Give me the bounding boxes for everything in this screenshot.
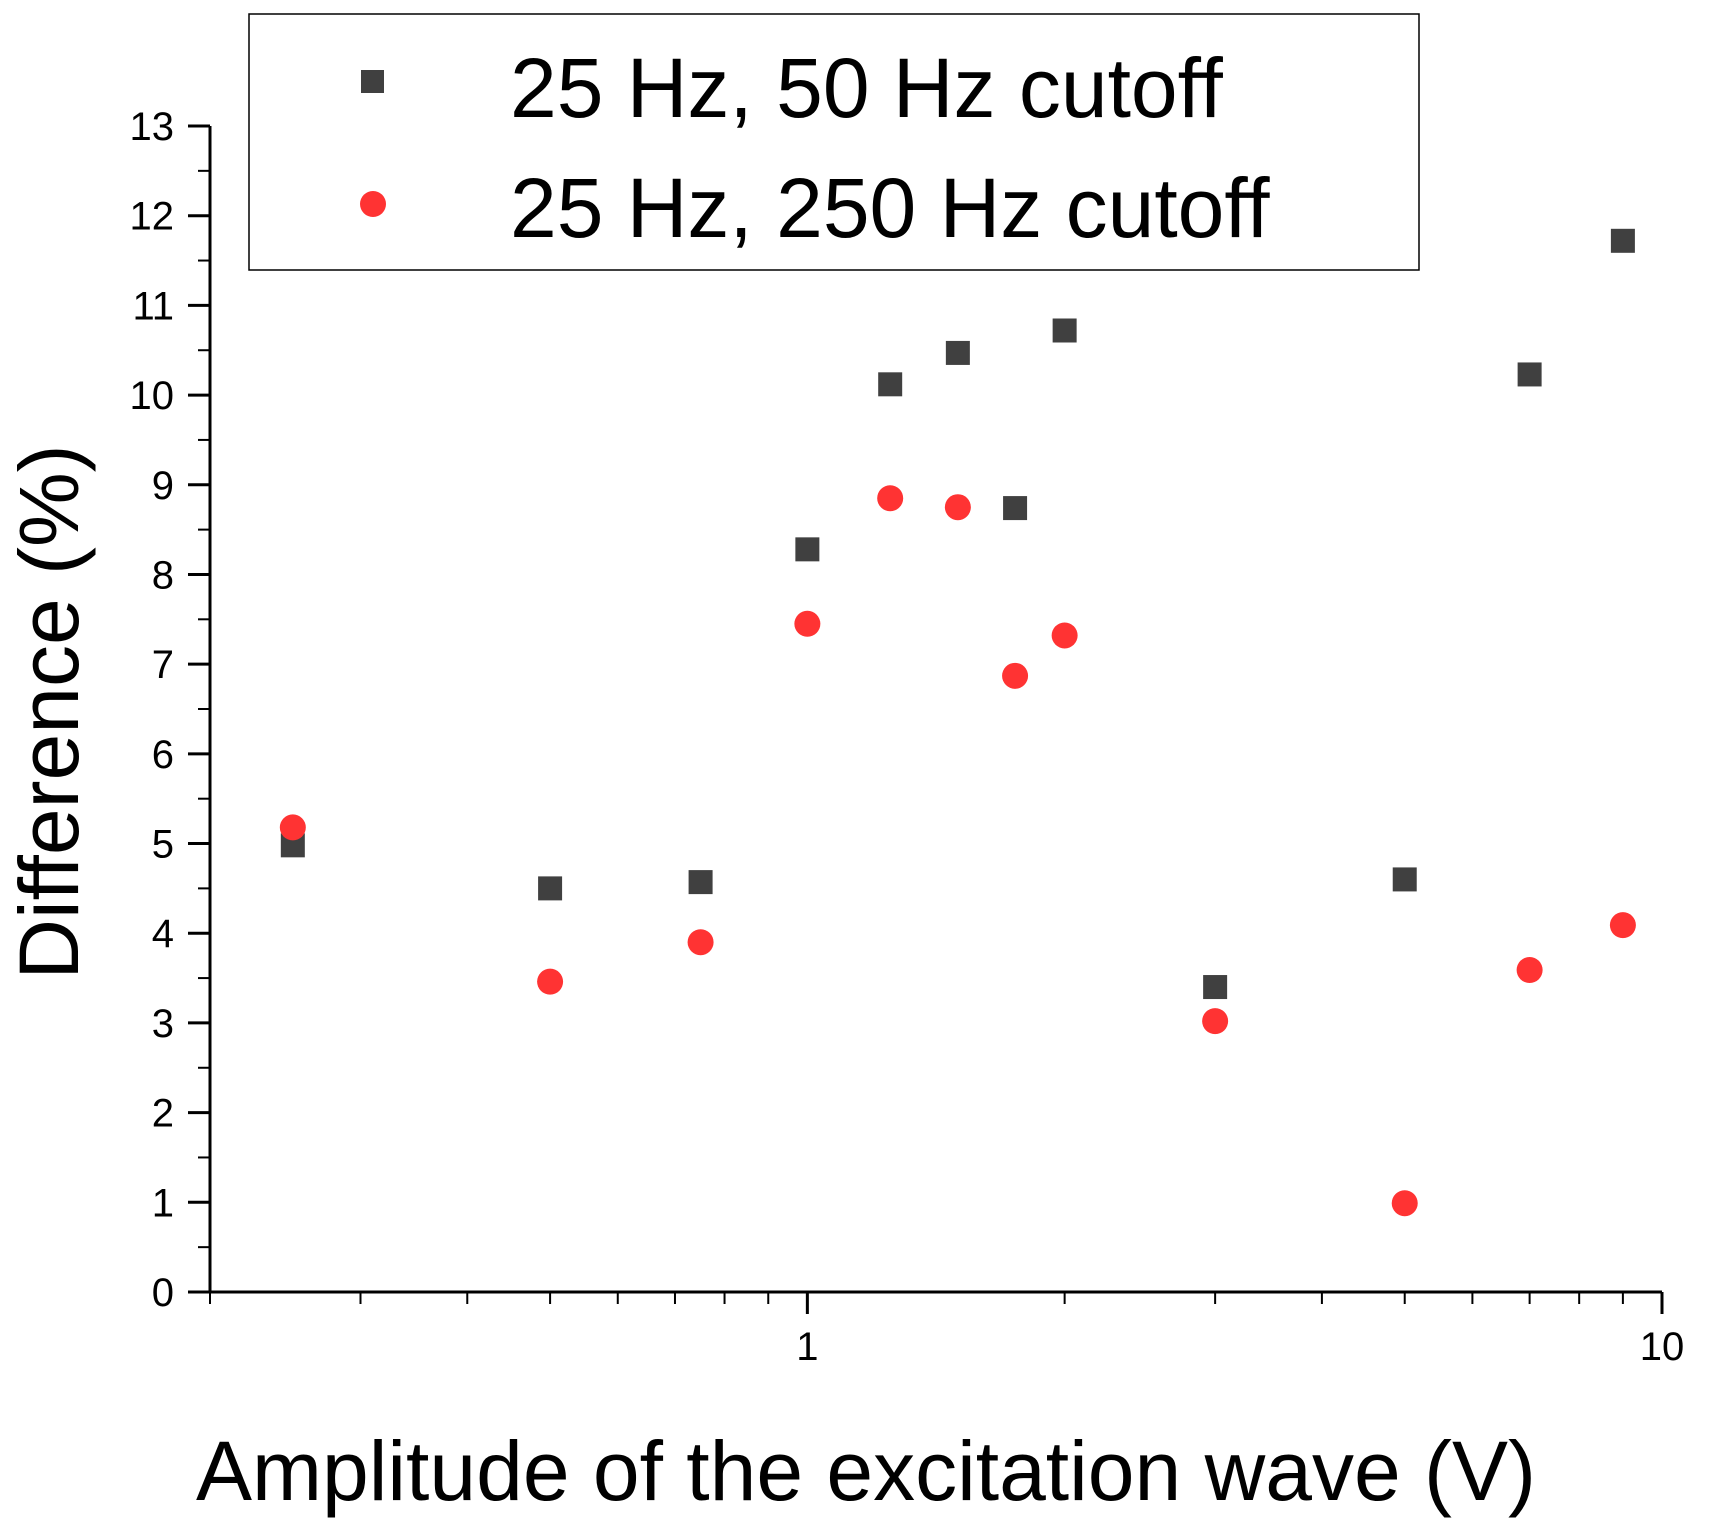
y-tick-label: 8 <box>152 553 174 597</box>
x-tick-label: 1 <box>796 1325 818 1369</box>
y-tick-label: 2 <box>152 1092 174 1136</box>
y-tick-label: 11 <box>132 284 174 328</box>
axes <box>208 126 1662 1294</box>
data-point-square <box>945 340 970 365</box>
legend: 25 Hz, 50 Hz cutoff 25 Hz, 250 Hz cutoff <box>248 13 1420 271</box>
y-tick-label: 5 <box>152 823 174 867</box>
y-tick-label: 7 <box>152 643 174 687</box>
data-point-circle <box>279 814 306 841</box>
data-point-circle <box>1002 662 1029 689</box>
y-tick-label: 9 <box>152 464 174 508</box>
legend-marker-square <box>361 70 384 93</box>
data-point-circle <box>1202 1008 1229 1035</box>
y-tick-label: 13 <box>130 105 175 149</box>
data-point-square <box>1052 318 1077 343</box>
legend-marker-circle <box>360 191 386 217</box>
x-ticks: 1 10 <box>209 1292 1685 1369</box>
data-point-square <box>878 372 903 397</box>
data-point-square <box>1392 867 1417 892</box>
data-point-square <box>795 537 820 562</box>
data-point-circle <box>794 610 821 637</box>
data-point-square <box>538 876 563 901</box>
data-point-circle <box>1391 1190 1418 1217</box>
y-tick-label: 3 <box>152 1002 174 1046</box>
y-tick-label: 12 <box>130 195 175 239</box>
data-point-square <box>1517 362 1542 387</box>
data-point-square <box>688 870 713 895</box>
data-points <box>279 228 1636 1217</box>
legend-label-1: 25 Hz, 250 Hz cutoff <box>510 161 1270 255</box>
legend-box <box>248 13 1420 271</box>
x-tick-label: 10 <box>1640 1325 1685 1369</box>
data-point-circle <box>877 485 904 512</box>
data-point-square <box>1003 496 1028 521</box>
data-point-circle <box>944 494 971 521</box>
y-tick-label: 6 <box>152 733 174 777</box>
data-point-square <box>1203 975 1228 1000</box>
y-tick-label: 1 <box>152 1181 174 1225</box>
data-point-circle <box>687 929 714 956</box>
y-axis-title: Difference (%) <box>2 444 96 979</box>
legend-label-0: 25 Hz, 50 Hz cutoff <box>510 41 1223 135</box>
y-tick-label: 0 <box>152 1271 174 1315</box>
data-point-circle <box>1609 912 1636 939</box>
data-point-circle <box>1516 957 1543 984</box>
data-point-circle <box>1051 622 1078 649</box>
y-tick-label: 4 <box>152 912 174 956</box>
x-axis-title: Amplitude of the excitation wave (V) <box>196 1424 1536 1518</box>
y-tick-label: 10 <box>130 374 175 418</box>
data-point-circle <box>537 968 564 995</box>
data-point-square <box>1610 228 1635 253</box>
